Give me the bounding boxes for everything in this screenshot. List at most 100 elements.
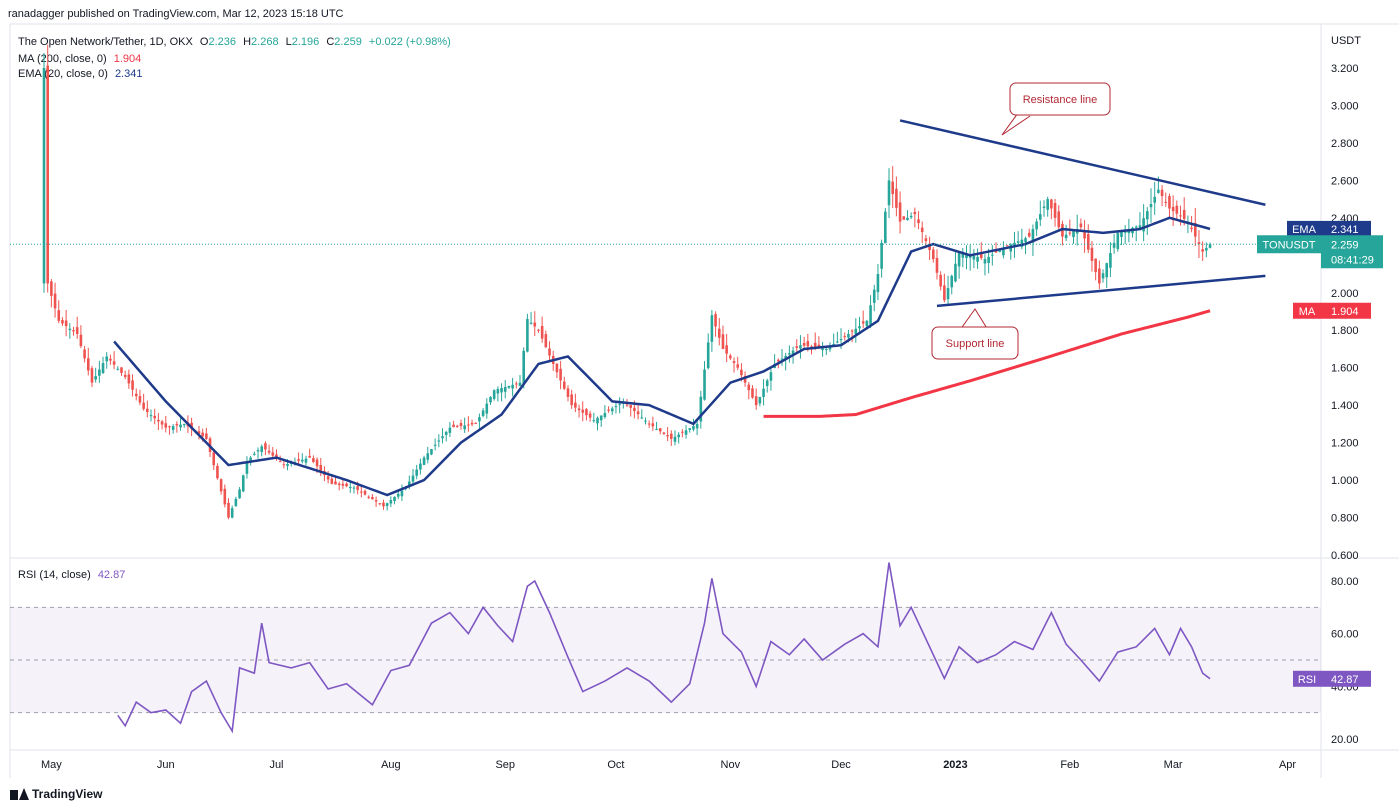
time-axis-tick: Oct — [607, 759, 624, 771]
candle-body — [780, 358, 784, 360]
candle-body — [585, 409, 588, 416]
candle-body — [1120, 231, 1123, 238]
candle-body — [474, 422, 478, 424]
candle-body — [463, 425, 466, 430]
candle-body — [1016, 241, 1020, 243]
candle-body — [677, 434, 680, 438]
candle-body — [872, 289, 876, 303]
price-axis-currency: USDT — [1331, 35, 1361, 47]
candle-body — [360, 491, 363, 493]
candle-body — [762, 388, 765, 397]
candle-body — [400, 490, 404, 497]
candle-body — [197, 431, 201, 434]
candle-body — [1086, 234, 1090, 250]
candle-body — [924, 238, 928, 242]
candle-body — [1208, 244, 1212, 248]
candle-body — [83, 349, 86, 359]
candle-body — [422, 457, 426, 465]
candle-body — [965, 253, 968, 259]
ema-name-label: EMA — [1292, 224, 1317, 236]
candle-body — [972, 255, 976, 260]
candle-body — [326, 476, 330, 480]
candle-body — [61, 320, 64, 324]
countdown-label: 08:41:29 — [1331, 254, 1374, 266]
ma-name-label: MA — [1299, 306, 1316, 318]
candle-body — [991, 254, 994, 256]
candle-body — [1057, 211, 1061, 228]
candle-body — [743, 375, 747, 383]
low-value: 2.196 — [291, 36, 320, 48]
candle-body — [485, 403, 489, 414]
candle-body — [795, 346, 799, 348]
candle-body — [695, 423, 699, 429]
last-price-tag — [1321, 235, 1383, 269]
candle-body — [751, 388, 754, 398]
candle-body — [943, 285, 946, 301]
rsi-legend-value: 42.87 — [97, 569, 126, 581]
candle-body — [647, 423, 651, 425]
rsi-title: RSI (14, close) — [18, 569, 91, 581]
candle-body — [788, 353, 791, 355]
candle-body — [769, 372, 773, 381]
candle-body — [658, 428, 662, 432]
candle-body — [566, 388, 570, 397]
ma-legend: MA (200, close, 0) 1.904 — [18, 52, 141, 66]
candle-body — [1157, 189, 1160, 193]
candle-body — [271, 452, 275, 456]
candle-body — [699, 396, 703, 422]
candle-body — [448, 427, 452, 433]
candle-body — [714, 314, 717, 327]
candle-body — [157, 419, 160, 422]
candle-body — [385, 503, 389, 506]
price-axis-tick: 1.000 — [1331, 475, 1359, 487]
ema-20-line — [113, 216, 1211, 497]
candle-body — [75, 327, 79, 334]
candle-body — [666, 435, 669, 437]
change-value: +0.022 (+0.98%) — [368, 36, 451, 48]
candle-body — [529, 322, 533, 324]
candle-body — [116, 368, 120, 370]
candle-body — [902, 216, 906, 220]
candle-body — [570, 394, 573, 406]
rsi-axis-tick: 20.00 — [1331, 734, 1359, 746]
candle-body — [1027, 232, 1031, 237]
candle-body — [341, 483, 345, 486]
candle-body — [455, 425, 459, 427]
candle-body — [356, 486, 359, 490]
candle-body — [253, 453, 256, 455]
support-callout-box — [931, 326, 1019, 360]
price-axis-tick: 3.200 — [1331, 63, 1359, 75]
candle-body — [758, 396, 762, 404]
rsi-name-tag — [1293, 670, 1321, 687]
candle-body — [599, 415, 603, 421]
candle-body — [1031, 229, 1035, 243]
time-axis-tick: Jun — [157, 759, 175, 771]
candle-body — [939, 274, 942, 287]
candle-body — [1164, 201, 1168, 203]
candle-body — [710, 315, 714, 342]
candle-body — [219, 479, 223, 492]
candle-body — [352, 487, 356, 489]
candle-body — [433, 444, 437, 446]
candle-body — [1190, 227, 1193, 230]
candle-body — [120, 367, 123, 373]
candle-body — [721, 334, 725, 349]
candle-body — [777, 359, 780, 362]
candle-body — [869, 305, 872, 325]
tradingview-brand: TradingView — [10, 787, 102, 801]
candle-body — [909, 215, 913, 218]
candle-body — [839, 338, 843, 341]
symbol-legend: The Open Network/Tether, 1D, OKX O2.236 … — [18, 35, 451, 49]
candle-body — [408, 481, 411, 487]
candle-body — [330, 478, 334, 484]
time-axis-tick: May — [41, 759, 62, 771]
candle-body — [610, 408, 614, 412]
candle-body — [334, 481, 337, 485]
candle-body — [935, 257, 939, 273]
ma-name-tag — [1293, 302, 1321, 319]
candle-body — [345, 483, 348, 487]
candle-body — [526, 318, 529, 352]
candle-body — [983, 259, 987, 264]
candle-body — [614, 406, 618, 408]
